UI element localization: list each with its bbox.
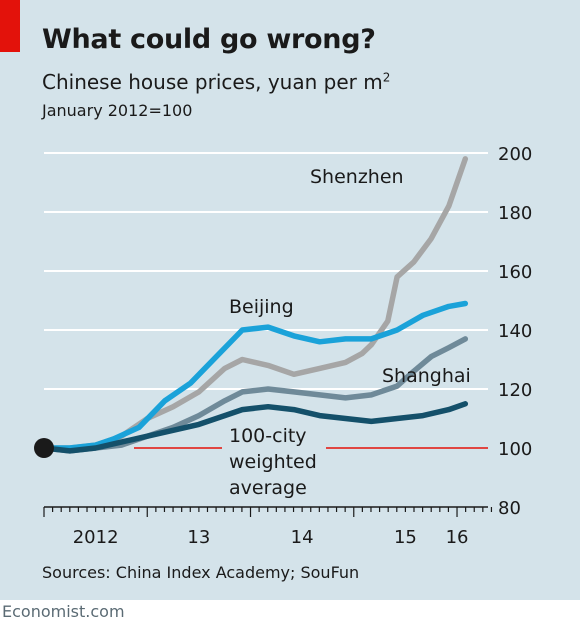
series-line-shanghai <box>41 336 469 454</box>
chart-panel <box>0 0 580 600</box>
y-axis-ticks: 80 100 120 140 160 180 200 <box>498 144 532 519</box>
x-tick-label: 15 <box>394 527 417 548</box>
x-axis: 2012 13 14 15 16 <box>43 506 493 548</box>
x-tick-label: 2012 <box>73 527 119 548</box>
red-accent-tab <box>0 0 20 52</box>
average-label-backdrop <box>222 420 326 496</box>
line-chart: 80 100 120 140 160 180 200 2012 13 14 15 16 Shenzh… <box>34 144 532 548</box>
subtitle-text: Chinese house prices, yuan per m <box>42 70 383 94</box>
y-tick-label: 100 <box>498 439 532 460</box>
label-shanghai: Shanghai <box>382 365 471 387</box>
x-tick-label: 16 <box>446 527 469 548</box>
label-average-line3: average <box>229 477 307 499</box>
origin-dot <box>34 438 54 458</box>
subtitle-superscript: 2 <box>382 70 391 85</box>
chart-title: What could go wrong? <box>42 24 376 55</box>
label-average-line2: weighted <box>229 451 317 473</box>
y-tick-label: 140 <box>498 321 532 342</box>
label-shenzhen: Shenzhen <box>310 166 404 188</box>
label-beijing: Beijing <box>229 296 294 318</box>
brand-credit: Economist.com <box>2 602 125 621</box>
series-line-beijing <box>41 300 469 451</box>
y-tick-label: 160 <box>498 262 532 283</box>
series-lines <box>41 156 469 454</box>
x-tick-label: 13 <box>187 527 210 548</box>
label-average-line1: 100-city <box>229 425 307 447</box>
x-tick-label: 14 <box>291 527 314 548</box>
sources-note: Sources: China Index Academy; SouFun <box>42 563 360 582</box>
chart-subtitle: Chinese house prices, yuan per m2 <box>42 70 390 94</box>
y-tick-label: 120 <box>498 380 532 401</box>
series-line-100-city-weighted-average <box>41 401 469 454</box>
series-labels: Shenzhen Beijing Shanghai 100-city weigh… <box>222 166 471 499</box>
chart-base-note: January 2012=100 <box>42 101 193 120</box>
y-tick-label: 200 <box>498 144 532 165</box>
y-tick-label: 80 <box>498 498 521 519</box>
y-tick-label: 180 <box>498 203 532 224</box>
